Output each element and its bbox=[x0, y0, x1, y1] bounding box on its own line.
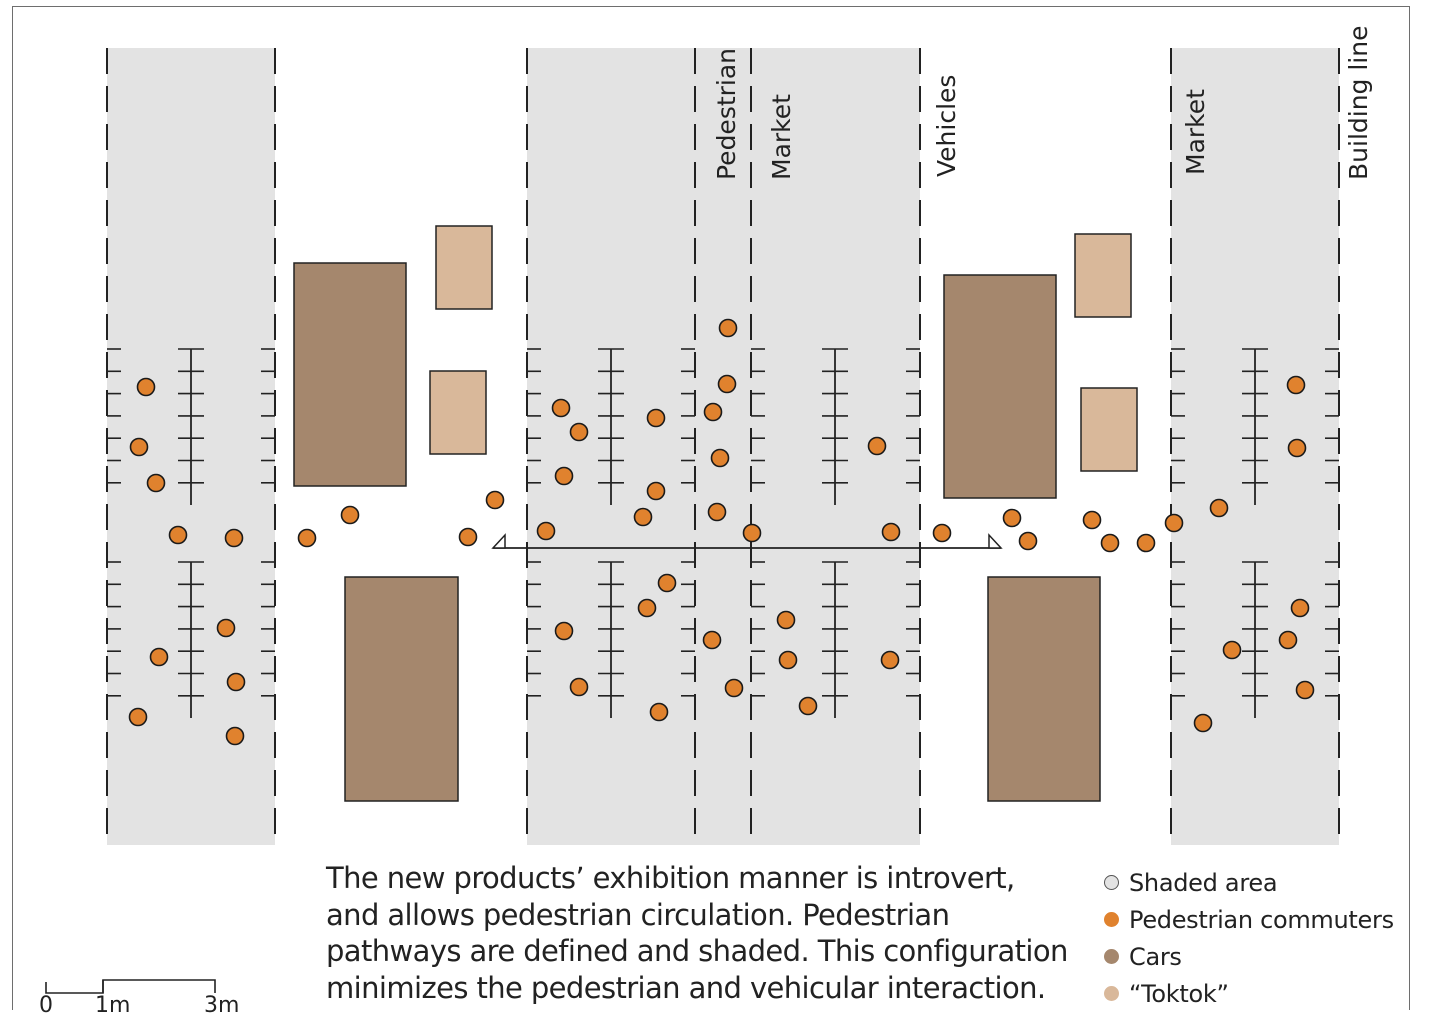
market-stall-racks bbox=[107, 348, 1339, 718]
caption: The new products’ exhibition manner is i… bbox=[326, 860, 1086, 1006]
pedestrian-commuter bbox=[707, 502, 727, 522]
shaded-area bbox=[527, 48, 920, 845]
legend-label: Pedestrian commuters bbox=[1129, 905, 1394, 934]
pedestrian-commuter bbox=[633, 507, 653, 527]
toktok bbox=[1074, 233, 1132, 318]
pedestrian-commuter bbox=[657, 573, 677, 593]
pedestrian-commuter bbox=[703, 402, 723, 422]
pedestrian-commuter bbox=[637, 598, 657, 618]
pedestrian-commuter bbox=[146, 473, 166, 493]
legend-item-pedestrian: Pedestrian commuters bbox=[1104, 901, 1394, 938]
label-building-line: Building line bbox=[1344, 26, 1373, 180]
pedestrian-commuter bbox=[932, 523, 952, 543]
pedestrian-commuter bbox=[717, 374, 737, 394]
legend-item-shaded-area: Shaded area bbox=[1104, 864, 1394, 901]
label-vehicles: Vehicles bbox=[932, 75, 961, 177]
pedestrian-commuter bbox=[168, 525, 188, 545]
legend-label: Cars bbox=[1129, 942, 1182, 971]
pedestrian-commuter bbox=[226, 672, 246, 692]
car bbox=[344, 576, 459, 802]
pedestrian-commuter bbox=[742, 523, 762, 543]
toktok bbox=[1080, 387, 1138, 472]
label-market-right: Market bbox=[1181, 89, 1210, 175]
crossing-line bbox=[491, 533, 1003, 549]
car bbox=[987, 576, 1101, 802]
pedestrian-commuter bbox=[1287, 438, 1307, 458]
pedestrian-commuter bbox=[1136, 533, 1156, 553]
pedestrian-commuter bbox=[778, 650, 798, 670]
caption-line: pathways are defined and shaded. This co… bbox=[326, 934, 1068, 968]
scale-label-1m: 1m bbox=[95, 993, 130, 1014]
legend: Shaded area Pedestrian commuters Cars “T… bbox=[1104, 864, 1394, 1012]
label-market-center: Market bbox=[767, 94, 796, 180]
boundary-dashed-lines bbox=[106, 48, 1340, 845]
label-pedestrian: Pedestrian bbox=[712, 48, 741, 180]
pedestrian-commuter bbox=[554, 466, 574, 486]
car bbox=[943, 274, 1057, 499]
pedestrian-commuter bbox=[798, 696, 818, 716]
legend-item-toktok: “Toktok” bbox=[1104, 975, 1394, 1012]
pedestrian-commuter bbox=[1100, 533, 1120, 553]
pedestrian-commuter bbox=[1290, 598, 1310, 618]
legend-item-cars: Cars bbox=[1104, 938, 1394, 975]
pedestrian-commuter bbox=[881, 522, 901, 542]
shaded-area-swatch bbox=[1104, 875, 1119, 890]
pedestrian-group bbox=[128, 318, 1315, 746]
caption-line: The new products’ exhibition manner is i… bbox=[326, 861, 1015, 895]
pedestrian-commuter bbox=[569, 677, 589, 697]
pedestrian-commuter bbox=[776, 610, 796, 630]
legend-label: “Toktok” bbox=[1129, 979, 1229, 1008]
legend-label: Shaded area bbox=[1129, 868, 1278, 897]
car-swatch bbox=[1104, 949, 1119, 964]
pedestrian-commuter bbox=[880, 650, 900, 670]
diagram-frame bbox=[12, 6, 1410, 1010]
scale-bar: 0 1m 3m bbox=[39, 979, 239, 1014]
pedestrian-commuter bbox=[129, 437, 149, 457]
pedestrian-commuter bbox=[569, 422, 589, 442]
pedestrian-commuter bbox=[1018, 531, 1038, 551]
toktok bbox=[429, 370, 487, 455]
pedestrian-commuter bbox=[1222, 640, 1242, 660]
pedestrian-commuter bbox=[536, 521, 556, 541]
scale-label-3m: 3m bbox=[204, 993, 239, 1014]
pedestrian-commuter bbox=[1295, 680, 1315, 700]
pedestrian-commuter bbox=[710, 448, 730, 468]
pedestrian-commuter bbox=[1082, 510, 1102, 530]
pedestrian-commuter bbox=[718, 318, 738, 338]
caption-line: and allows pedestrian circulation. Pedes… bbox=[326, 897, 950, 932]
scale-label-0: 0 bbox=[39, 993, 53, 1014]
pedestrian-commuter bbox=[1278, 630, 1298, 650]
pedestrian-commuter bbox=[1193, 713, 1213, 733]
caption-line: minimizes the pedestrian and vehicular i… bbox=[326, 970, 1046, 1005]
pedestrian-commuter bbox=[551, 398, 571, 418]
pedestrian-commuter bbox=[136, 377, 156, 397]
pedestrian-commuter bbox=[458, 527, 478, 547]
pedestrian-commuter bbox=[867, 436, 887, 456]
pedestrian-commuter bbox=[1286, 375, 1306, 395]
pedestrian-commuter bbox=[128, 707, 148, 727]
pedestrian-commuter bbox=[224, 528, 244, 548]
pedestrian-commuter bbox=[646, 408, 666, 428]
pedestrian-commuter bbox=[1164, 513, 1184, 533]
pedestrian-commuter bbox=[649, 702, 669, 722]
pedestrian-commuter bbox=[216, 618, 236, 638]
pedestrian-commuter bbox=[485, 490, 505, 510]
pedestrian-commuter bbox=[724, 678, 744, 698]
pedestrian-commuter bbox=[149, 647, 169, 667]
pedestrian-commuter bbox=[646, 481, 666, 501]
car bbox=[293, 262, 407, 487]
pedestrian-commuter bbox=[340, 505, 360, 525]
pedestrian-commuter bbox=[1209, 498, 1229, 518]
toktok-swatch bbox=[1104, 986, 1119, 1001]
pedestrian-commuter bbox=[1002, 508, 1022, 528]
pedestrian-commuter bbox=[554, 621, 574, 641]
toktok bbox=[435, 225, 493, 310]
pedestrian-commuter bbox=[702, 630, 722, 650]
pedestrian-swatch bbox=[1104, 912, 1119, 927]
pedestrian-commuter bbox=[297, 528, 317, 548]
pedestrian-commuter bbox=[225, 726, 245, 746]
